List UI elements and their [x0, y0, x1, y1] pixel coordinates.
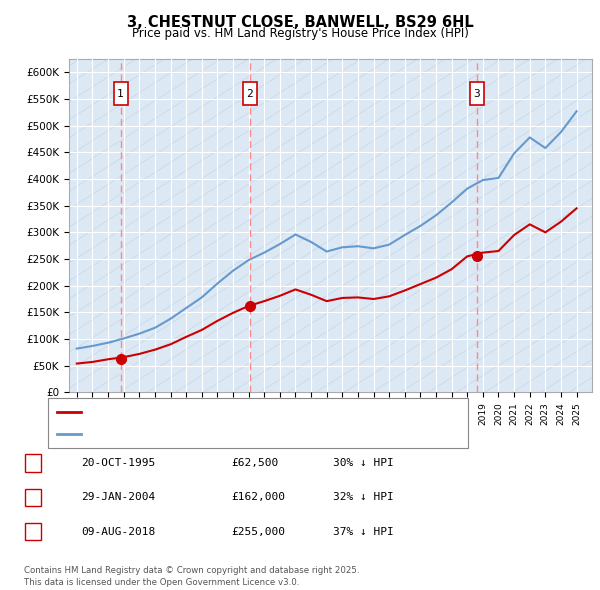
Text: 20-OCT-1995: 20-OCT-1995 [81, 458, 155, 468]
Text: 3, CHESTNUT CLOSE, BANWELL, BS29 6HL (detached house): 3, CHESTNUT CLOSE, BANWELL, BS29 6HL (de… [85, 407, 400, 417]
Text: 1: 1 [117, 88, 124, 99]
Text: 3, CHESTNUT CLOSE, BANWELL, BS29 6HL: 3, CHESTNUT CLOSE, BANWELL, BS29 6HL [127, 15, 473, 30]
FancyBboxPatch shape [470, 82, 484, 106]
Text: 30% ↓ HPI: 30% ↓ HPI [333, 458, 394, 468]
FancyBboxPatch shape [113, 82, 128, 106]
Text: 3: 3 [29, 527, 37, 536]
Text: Contains HM Land Registry data © Crown copyright and database right 2025.
This d: Contains HM Land Registry data © Crown c… [24, 566, 359, 587]
Text: 29-JAN-2004: 29-JAN-2004 [81, 493, 155, 502]
Text: HPI: Average price, detached house, North Somerset: HPI: Average price, detached house, Nort… [85, 430, 361, 440]
Text: 3: 3 [473, 88, 480, 99]
Text: 09-AUG-2018: 09-AUG-2018 [81, 527, 155, 536]
Text: 2: 2 [247, 88, 253, 99]
Text: Price paid vs. HM Land Registry's House Price Index (HPI): Price paid vs. HM Land Registry's House … [131, 27, 469, 40]
Text: 37% ↓ HPI: 37% ↓ HPI [333, 527, 394, 536]
Text: £162,000: £162,000 [231, 493, 285, 502]
Text: 1: 1 [29, 458, 37, 468]
Text: 2: 2 [29, 493, 37, 502]
Text: £62,500: £62,500 [231, 458, 278, 468]
FancyBboxPatch shape [243, 82, 257, 106]
Text: 32% ↓ HPI: 32% ↓ HPI [333, 493, 394, 502]
Text: £255,000: £255,000 [231, 527, 285, 536]
